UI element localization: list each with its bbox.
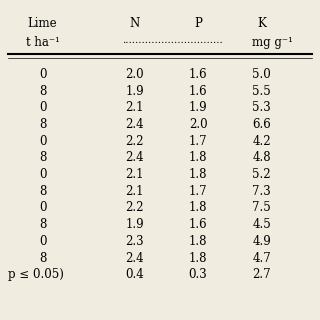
Text: ...............................: ............................... — [122, 36, 223, 45]
Text: 2.3: 2.3 — [125, 235, 144, 248]
Text: 1.6: 1.6 — [189, 85, 207, 98]
Text: 8: 8 — [39, 118, 46, 131]
Text: 2.7: 2.7 — [252, 268, 271, 281]
Text: 1.8: 1.8 — [189, 252, 207, 265]
Text: p ≤ 0.05): p ≤ 0.05) — [8, 268, 64, 281]
Text: 6.6: 6.6 — [252, 118, 271, 131]
Text: 1.7: 1.7 — [189, 135, 207, 148]
Text: 4.9: 4.9 — [252, 235, 271, 248]
Text: 0: 0 — [39, 168, 46, 181]
Text: 2.4: 2.4 — [125, 151, 144, 164]
Text: 2.0: 2.0 — [125, 68, 144, 81]
Text: 1.8: 1.8 — [189, 151, 207, 164]
Text: 0.3: 0.3 — [189, 268, 207, 281]
Text: P: P — [194, 17, 202, 30]
Text: 7.5: 7.5 — [252, 202, 271, 214]
Text: 1.9: 1.9 — [125, 85, 144, 98]
Text: 5.5: 5.5 — [252, 85, 271, 98]
Text: 1.9: 1.9 — [125, 218, 144, 231]
Text: 2.1: 2.1 — [125, 185, 144, 198]
Text: 8: 8 — [39, 85, 46, 98]
Text: 4.7: 4.7 — [252, 252, 271, 265]
Text: 8: 8 — [39, 218, 46, 231]
Text: 4.5: 4.5 — [252, 218, 271, 231]
Text: 0: 0 — [39, 135, 46, 148]
Text: 2.4: 2.4 — [125, 118, 144, 131]
Text: 1.6: 1.6 — [189, 68, 207, 81]
Text: 8: 8 — [39, 252, 46, 265]
Text: 1.9: 1.9 — [189, 101, 207, 114]
Text: 2.2: 2.2 — [125, 202, 144, 214]
Text: 5.2: 5.2 — [252, 168, 271, 181]
Text: 0: 0 — [39, 202, 46, 214]
Text: 5.3: 5.3 — [252, 101, 271, 114]
Text: mg g⁻¹: mg g⁻¹ — [252, 36, 293, 49]
Text: 2.1: 2.1 — [125, 101, 144, 114]
Text: 2.1: 2.1 — [125, 168, 144, 181]
Text: t ha⁻¹: t ha⁻¹ — [26, 36, 60, 49]
Text: 7.3: 7.3 — [252, 185, 271, 198]
Text: 0.4: 0.4 — [125, 268, 144, 281]
Text: K: K — [257, 17, 266, 30]
Text: 2.2: 2.2 — [125, 135, 144, 148]
Text: Lime: Lime — [28, 17, 58, 30]
Text: 2.0: 2.0 — [189, 118, 207, 131]
Text: 1.8: 1.8 — [189, 202, 207, 214]
Text: 1.6: 1.6 — [189, 218, 207, 231]
Text: 4.8: 4.8 — [252, 151, 271, 164]
Text: N: N — [130, 17, 140, 30]
Text: 1.7: 1.7 — [189, 185, 207, 198]
Text: 8: 8 — [39, 185, 46, 198]
Text: 4.2: 4.2 — [252, 135, 271, 148]
Text: 1.8: 1.8 — [189, 235, 207, 248]
Text: 0: 0 — [39, 68, 46, 81]
Text: 0: 0 — [39, 101, 46, 114]
Text: 1.8: 1.8 — [189, 168, 207, 181]
Text: 5.0: 5.0 — [252, 68, 271, 81]
Text: 2.4: 2.4 — [125, 252, 144, 265]
Text: 8: 8 — [39, 151, 46, 164]
Text: 0: 0 — [39, 235, 46, 248]
